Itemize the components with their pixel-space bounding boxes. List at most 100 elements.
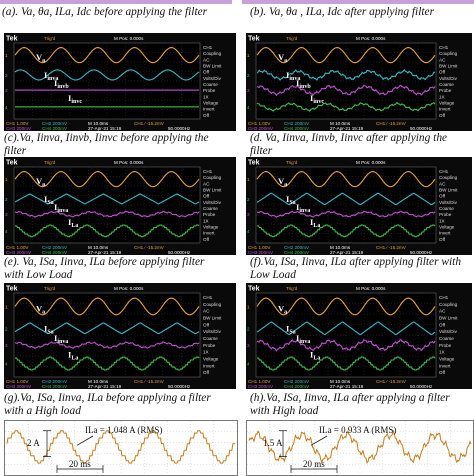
channel-marker: 4 xyxy=(247,105,250,110)
scope-brand-label: Tek xyxy=(248,160,260,167)
caption-f: (f).Va, ISa, Iinva, ILa after applying f… xyxy=(250,256,461,269)
scope-menu-item: 1X xyxy=(203,94,209,99)
channel-marker: 4 xyxy=(5,229,8,234)
scope-menu-item: Probe xyxy=(439,212,452,217)
scope-menu-item: Coupling xyxy=(439,175,458,180)
scope-menu-item: Volts/Div xyxy=(203,200,222,205)
rms-label: ILa = 1.048 A (RMS) xyxy=(85,425,162,435)
period-label: 20 ms xyxy=(303,459,325,469)
caption-f-cont: Low Load xyxy=(250,269,296,282)
scope-ch3-setting: CH3 200mV xyxy=(248,250,274,255)
scope-trig-label: Trig'd xyxy=(44,160,56,165)
scope-brand-label: Tek xyxy=(6,286,18,293)
scope-mpos-label: M Pos: 0.000s xyxy=(114,36,144,41)
scope-menu-item: CH1 xyxy=(203,295,213,300)
channel-marker: 3 xyxy=(5,212,8,217)
scope-menu-item: Coarse xyxy=(203,82,218,87)
scope-menu-item: BW Limit xyxy=(439,64,458,69)
scope-brand-label: Tek xyxy=(6,36,18,43)
scope-date: 27-Apr-21 15:19 xyxy=(330,384,364,389)
scope-trigger-setting: CH1 ∕ -15.2mV xyxy=(376,245,407,250)
scope-menu-item: Coupling xyxy=(203,175,222,180)
amplitude-label: 2 A xyxy=(27,438,40,448)
scope-date: 27-Apr-21 15:19 xyxy=(88,384,122,389)
scope-menu-item: Voltage xyxy=(439,101,455,106)
channel-marker: 1 xyxy=(247,304,250,309)
scope-menu-item: Coupling xyxy=(439,51,458,56)
top-strip-left xyxy=(0,0,232,4)
scope-menu-item: AC xyxy=(203,57,210,62)
scope-frequency: 50.0000Hz xyxy=(168,384,191,389)
scope-brand-label: Tek xyxy=(248,286,260,293)
scope-menu-item: BW Limit xyxy=(439,316,458,321)
scope-menu-item: 1X xyxy=(439,94,445,99)
scope-menu-item: Invert xyxy=(439,363,451,368)
scope-menu-item: Off xyxy=(203,194,210,199)
scope-ch4-setting: CH4 200mV xyxy=(284,250,310,255)
scope-menu-item: Off xyxy=(203,322,210,327)
scope-menu-item: Off xyxy=(203,237,210,242)
scope-menu-item: Voltage xyxy=(203,101,219,106)
scope-menu-item: Off xyxy=(439,237,446,242)
scope-ch4-setting: CH4 200mV xyxy=(284,384,310,389)
channel-marker: 2 xyxy=(5,197,8,202)
scope-mpos-label: M Pos: 0.000s xyxy=(114,160,144,165)
scope-ch4-setting: CH4 200mV xyxy=(42,250,68,255)
channel-marker: 2 xyxy=(5,73,8,78)
caption-b: (b). Va, θa , ILa, Idc after applying fi… xyxy=(250,6,434,19)
channel-marker: 3 xyxy=(247,88,250,93)
scope-mpos-label: M Pos: 0.000s xyxy=(356,36,386,41)
scope-menu-item: BW Limit xyxy=(203,188,222,193)
channel-marker: 4 xyxy=(5,105,8,110)
scope-mpos-label: M Pos: 0.000s xyxy=(114,286,144,291)
channel-marker: 1 xyxy=(5,177,8,182)
scope-menu-item: Voltage xyxy=(203,225,219,230)
scope-menu-item: Volts/Div xyxy=(203,329,222,334)
channel-marker: 3 xyxy=(247,343,250,348)
scope-menu-item: Off xyxy=(439,370,446,375)
scope-menu-item: Off xyxy=(203,70,210,75)
scope-menu-item: AC xyxy=(203,181,210,186)
scope-menu-item: Volts/Div xyxy=(203,76,222,81)
scope-trig-label: Trig'd xyxy=(286,286,298,291)
scope-menu-item: Invert xyxy=(203,231,215,236)
scope-menu-item: Off xyxy=(439,113,446,118)
scope-frequency: 50.0000Hz xyxy=(168,126,191,131)
scope-menu-item: Probe xyxy=(439,88,452,93)
scope-trigger-setting: CH1 ∕ -15.2mV xyxy=(376,121,407,126)
scope-ch4-setting: CH4 200mV xyxy=(42,384,68,389)
channel-marker: 1 xyxy=(5,304,8,309)
scope-brand-label: Tek xyxy=(248,36,260,43)
caption-e: (e). Va, ISa, Iinva, ILa before applying… xyxy=(4,256,204,269)
caption-d: (d. Va, Iinva, Iinvb, Iinvc after applyi… xyxy=(250,132,447,145)
scope-menu-item: CH1 xyxy=(439,169,449,174)
scope-frequency: 50.0000Hz xyxy=(168,250,191,255)
scope-menu-item: BW Limit xyxy=(203,64,222,69)
scope-mpos-label: M Pos: 0.000s xyxy=(356,286,386,291)
scope-trig-label: Trig'd xyxy=(286,160,298,165)
scope-menu-item: Invert xyxy=(439,107,451,112)
scope-menu-item: Volts/Div xyxy=(439,200,458,205)
scope-menu-item: 1X xyxy=(203,350,209,355)
scope-menu-item: Voltage xyxy=(439,225,455,230)
channel-marker: 3 xyxy=(5,343,8,348)
scope-menu-item: Off xyxy=(203,113,210,118)
scope-menu-item: AC xyxy=(439,181,446,186)
caption-h-cont: with High load xyxy=(250,405,318,418)
scope-ch3-setting: CH3 200mV xyxy=(248,384,274,389)
scope-menu-item: AC xyxy=(439,309,446,314)
channel-marker: 1 xyxy=(5,53,8,58)
channel-marker: 2 xyxy=(247,73,250,78)
scope-menu-item: 1X xyxy=(439,218,445,223)
scope-ch3-setting: CH3 200mV xyxy=(6,126,32,131)
scope-menu-item: Coupling xyxy=(439,302,458,307)
scope-menu-item: Coupling xyxy=(203,302,222,307)
caption-c: (c).Va, Iinva, Iinvb, Iinvc before apply… xyxy=(4,132,209,145)
